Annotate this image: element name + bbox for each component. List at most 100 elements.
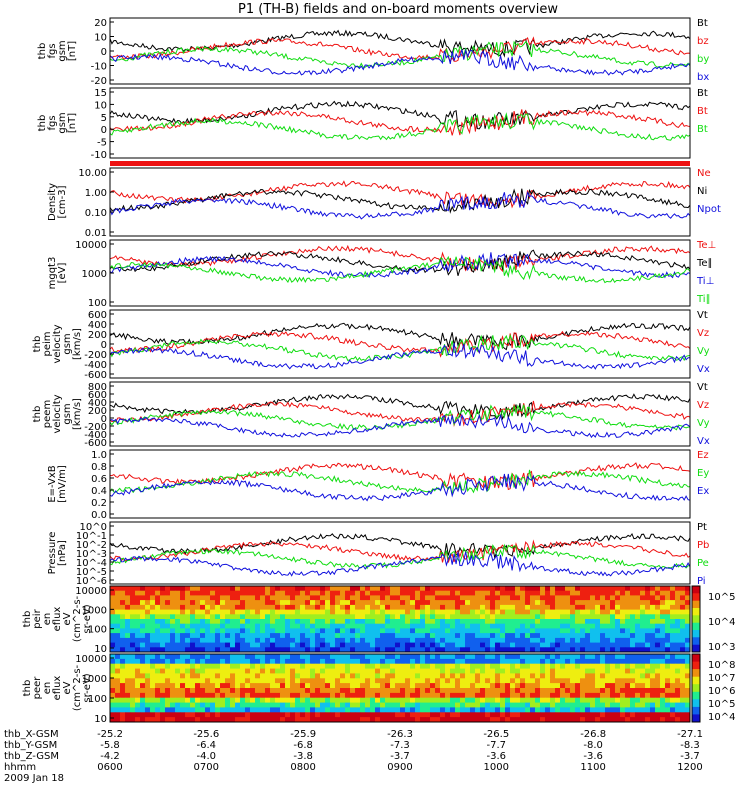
heatmap-cell <box>435 688 441 694</box>
heatmap-cell <box>300 707 306 713</box>
heatmap-cell <box>285 658 291 665</box>
heatmap-cell <box>505 647 511 653</box>
heatmap-cell <box>230 628 236 634</box>
heatmap-cell <box>560 586 566 592</box>
heatmap-cell <box>235 614 241 620</box>
heatmap-cell <box>240 668 246 674</box>
heatmap-cell <box>440 717 446 723</box>
heatmap-cell <box>660 683 666 689</box>
heatmap-cell <box>420 595 426 601</box>
heatmap-cell <box>325 590 331 596</box>
heatmap-cell <box>380 604 386 610</box>
heatmap-cell <box>195 668 201 674</box>
heatmap-cell <box>450 619 456 625</box>
heatmap-cell <box>510 702 516 708</box>
heatmap-cell <box>500 678 506 684</box>
heatmap-cell <box>650 692 656 699</box>
heatmap-cell <box>360 600 366 606</box>
heatmap-cell <box>320 683 326 689</box>
heatmap-cell <box>680 609 686 615</box>
x-axis-value: 1100 <box>580 762 605 773</box>
heatmap-cell <box>140 658 146 665</box>
heatmap-cell <box>600 712 606 718</box>
heatmap-cell <box>260 692 266 699</box>
heatmap-cell <box>310 654 316 660</box>
heatmap-cell <box>125 678 131 684</box>
heatmap-cell <box>170 673 176 679</box>
heatmap-cell <box>410 688 416 694</box>
heatmap-cell <box>570 586 576 592</box>
heatmap-cell <box>480 678 486 684</box>
heatmap-cell <box>140 654 146 660</box>
heatmap-cell <box>435 647 441 653</box>
heatmap-cell <box>335 642 341 648</box>
heatmap-cell <box>580 668 586 674</box>
heatmap-cell <box>550 658 556 665</box>
heatmap-cell <box>435 609 441 615</box>
heatmap-cell <box>525 702 531 708</box>
heatmap-cell <box>395 663 401 669</box>
heatmap-cell <box>645 658 651 665</box>
heatmap-cell <box>625 683 631 689</box>
heatmap-cell <box>400 633 406 639</box>
heatmap-cell <box>395 590 401 596</box>
heatmap-cell <box>515 707 521 713</box>
heatmap-cell <box>510 658 516 665</box>
heatmap-cell <box>575 658 581 665</box>
heatmap-cell <box>430 712 436 718</box>
heatmap-cell <box>535 692 541 699</box>
heatmap-cell <box>330 614 336 620</box>
heatmap-cell <box>575 586 581 592</box>
heatmap-cell <box>125 614 131 620</box>
heatmap-cell <box>120 647 126 653</box>
heatmap-cell <box>360 604 366 610</box>
heatmap-cell <box>200 647 206 653</box>
heatmap-cell <box>355 628 361 634</box>
heatmap-cell <box>635 688 641 694</box>
heatmap-cell <box>395 623 401 629</box>
heatmap-cell <box>345 654 351 660</box>
heatmap-cell <box>605 707 611 713</box>
y-axis-label-line: [km/s] <box>72 398 83 430</box>
heatmap-cell <box>340 600 346 606</box>
heatmap-cell <box>115 717 121 723</box>
heatmap-cell <box>335 637 341 643</box>
heatmap-cell <box>385 688 391 694</box>
heatmap-cell <box>580 702 586 708</box>
heatmap-cell <box>540 628 546 634</box>
heatmap-cell <box>235 595 241 601</box>
heatmap-cell <box>295 633 301 639</box>
heatmap-cell <box>635 609 641 615</box>
heatmap-cell <box>505 688 511 694</box>
heatmap-cell <box>375 614 381 620</box>
heatmap-cell <box>495 673 501 679</box>
x-axis-table: thb_X-GSM -25.2 -25.6 -25.9 -26.3 -26.5 -26.8-… <box>4 729 703 784</box>
heatmap-cell <box>125 586 131 592</box>
heatmap-cell <box>180 678 186 684</box>
heatmap-cell <box>335 707 341 713</box>
heatmap-cell <box>475 628 481 634</box>
heatmap-cell <box>150 633 156 639</box>
heatmap-cell <box>595 717 601 723</box>
heatmap-cell <box>575 654 581 660</box>
heatmap-cell <box>625 633 631 639</box>
heatmap-cell <box>500 633 506 639</box>
heatmap-cell <box>140 668 146 674</box>
heatmap-cell <box>535 707 541 713</box>
heatmap-cell <box>435 642 441 648</box>
heatmap-cell <box>570 600 576 606</box>
heatmap-cell <box>520 647 526 653</box>
heatmap-cell <box>585 717 591 723</box>
heatmap-cell <box>445 658 451 665</box>
heatmap-cell <box>590 717 596 723</box>
heatmap-cell <box>290 697 296 703</box>
heatmap-cell <box>555 673 561 679</box>
heatmap-cell <box>440 647 446 653</box>
heatmap-cell <box>220 692 226 699</box>
heatmap-cell <box>165 595 171 601</box>
heatmap-cell <box>365 707 371 713</box>
heatmap-cell <box>610 702 616 708</box>
y-axis-label-line: en <box>42 682 53 695</box>
heatmap-cell <box>185 595 191 601</box>
heatmap-cell <box>390 678 396 684</box>
